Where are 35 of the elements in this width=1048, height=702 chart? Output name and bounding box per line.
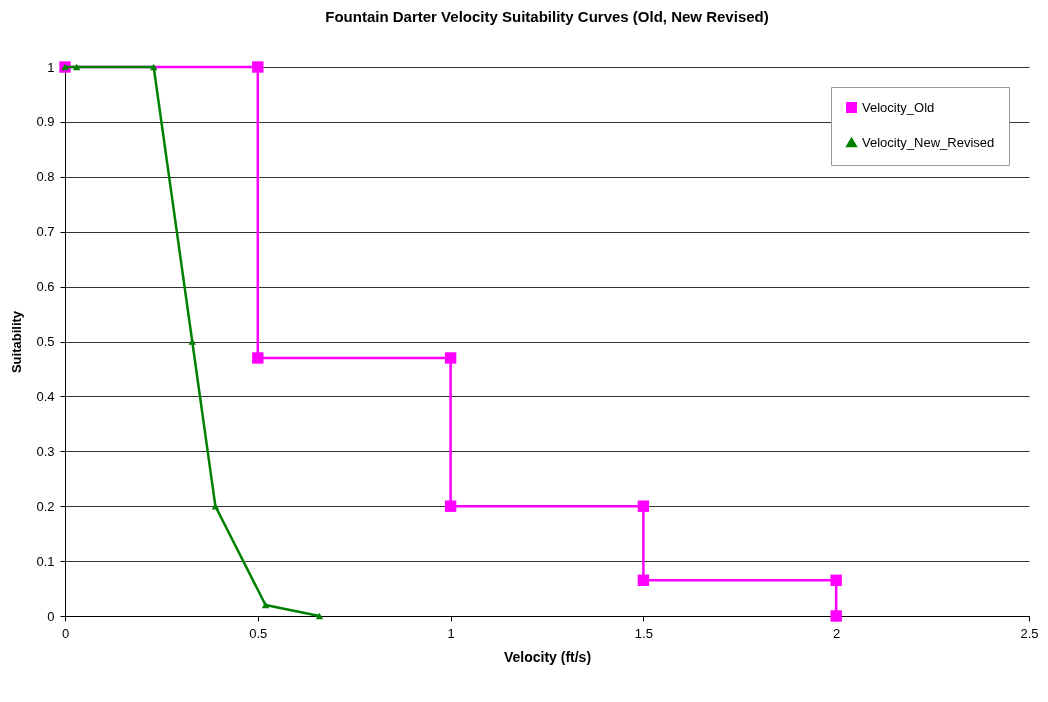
x-tick-label: 0 <box>61 625 70 641</box>
y-tick-label: 0 <box>47 608 55 624</box>
y-tick-label: 0.2 <box>36 498 55 514</box>
y-tick-label: 0.9 <box>36 114 55 130</box>
point <box>830 610 842 622</box>
point <box>72 63 81 71</box>
point <box>188 338 196 345</box>
point <box>149 63 158 71</box>
x-axis-title: Velocity (ft/s) <box>503 648 592 665</box>
legend-label: Velocity_Old <box>862 99 935 115</box>
y-axis-title: Suitability <box>9 310 25 374</box>
point <box>444 352 457 364</box>
point <box>252 352 264 364</box>
point <box>637 574 650 587</box>
y-tick-label: 0.8 <box>36 169 55 185</box>
x-tick-label: 1 <box>447 625 455 641</box>
point <box>315 612 324 620</box>
point <box>252 61 264 73</box>
x-tick-label: 0.5 <box>249 625 268 641</box>
y-tick-label: 0.4 <box>36 388 55 404</box>
point <box>444 500 457 512</box>
y-tick-label: 0.7 <box>36 224 55 240</box>
x-tick-label: 2.5 <box>1020 625 1039 641</box>
y-tick-label: 0.6 <box>36 279 55 295</box>
point <box>830 574 842 587</box>
y-tick-label: 0.1 <box>36 553 55 569</box>
point <box>637 500 650 512</box>
y-tick-label: 0.5 <box>36 334 55 349</box>
chart-title: Fountain Darter Velocity Suitability Curves (Old, New Revised) <box>325 8 769 25</box>
x-tick-label: 1.5 <box>634 625 653 641</box>
y-tick-label: 0.3 <box>36 443 55 459</box>
point <box>261 601 270 609</box>
x-tick-label: 2 <box>833 625 841 641</box>
y-tick-label: 1 <box>47 59 55 75</box>
legend-label: Velocity_New_Revised <box>862 134 995 150</box>
